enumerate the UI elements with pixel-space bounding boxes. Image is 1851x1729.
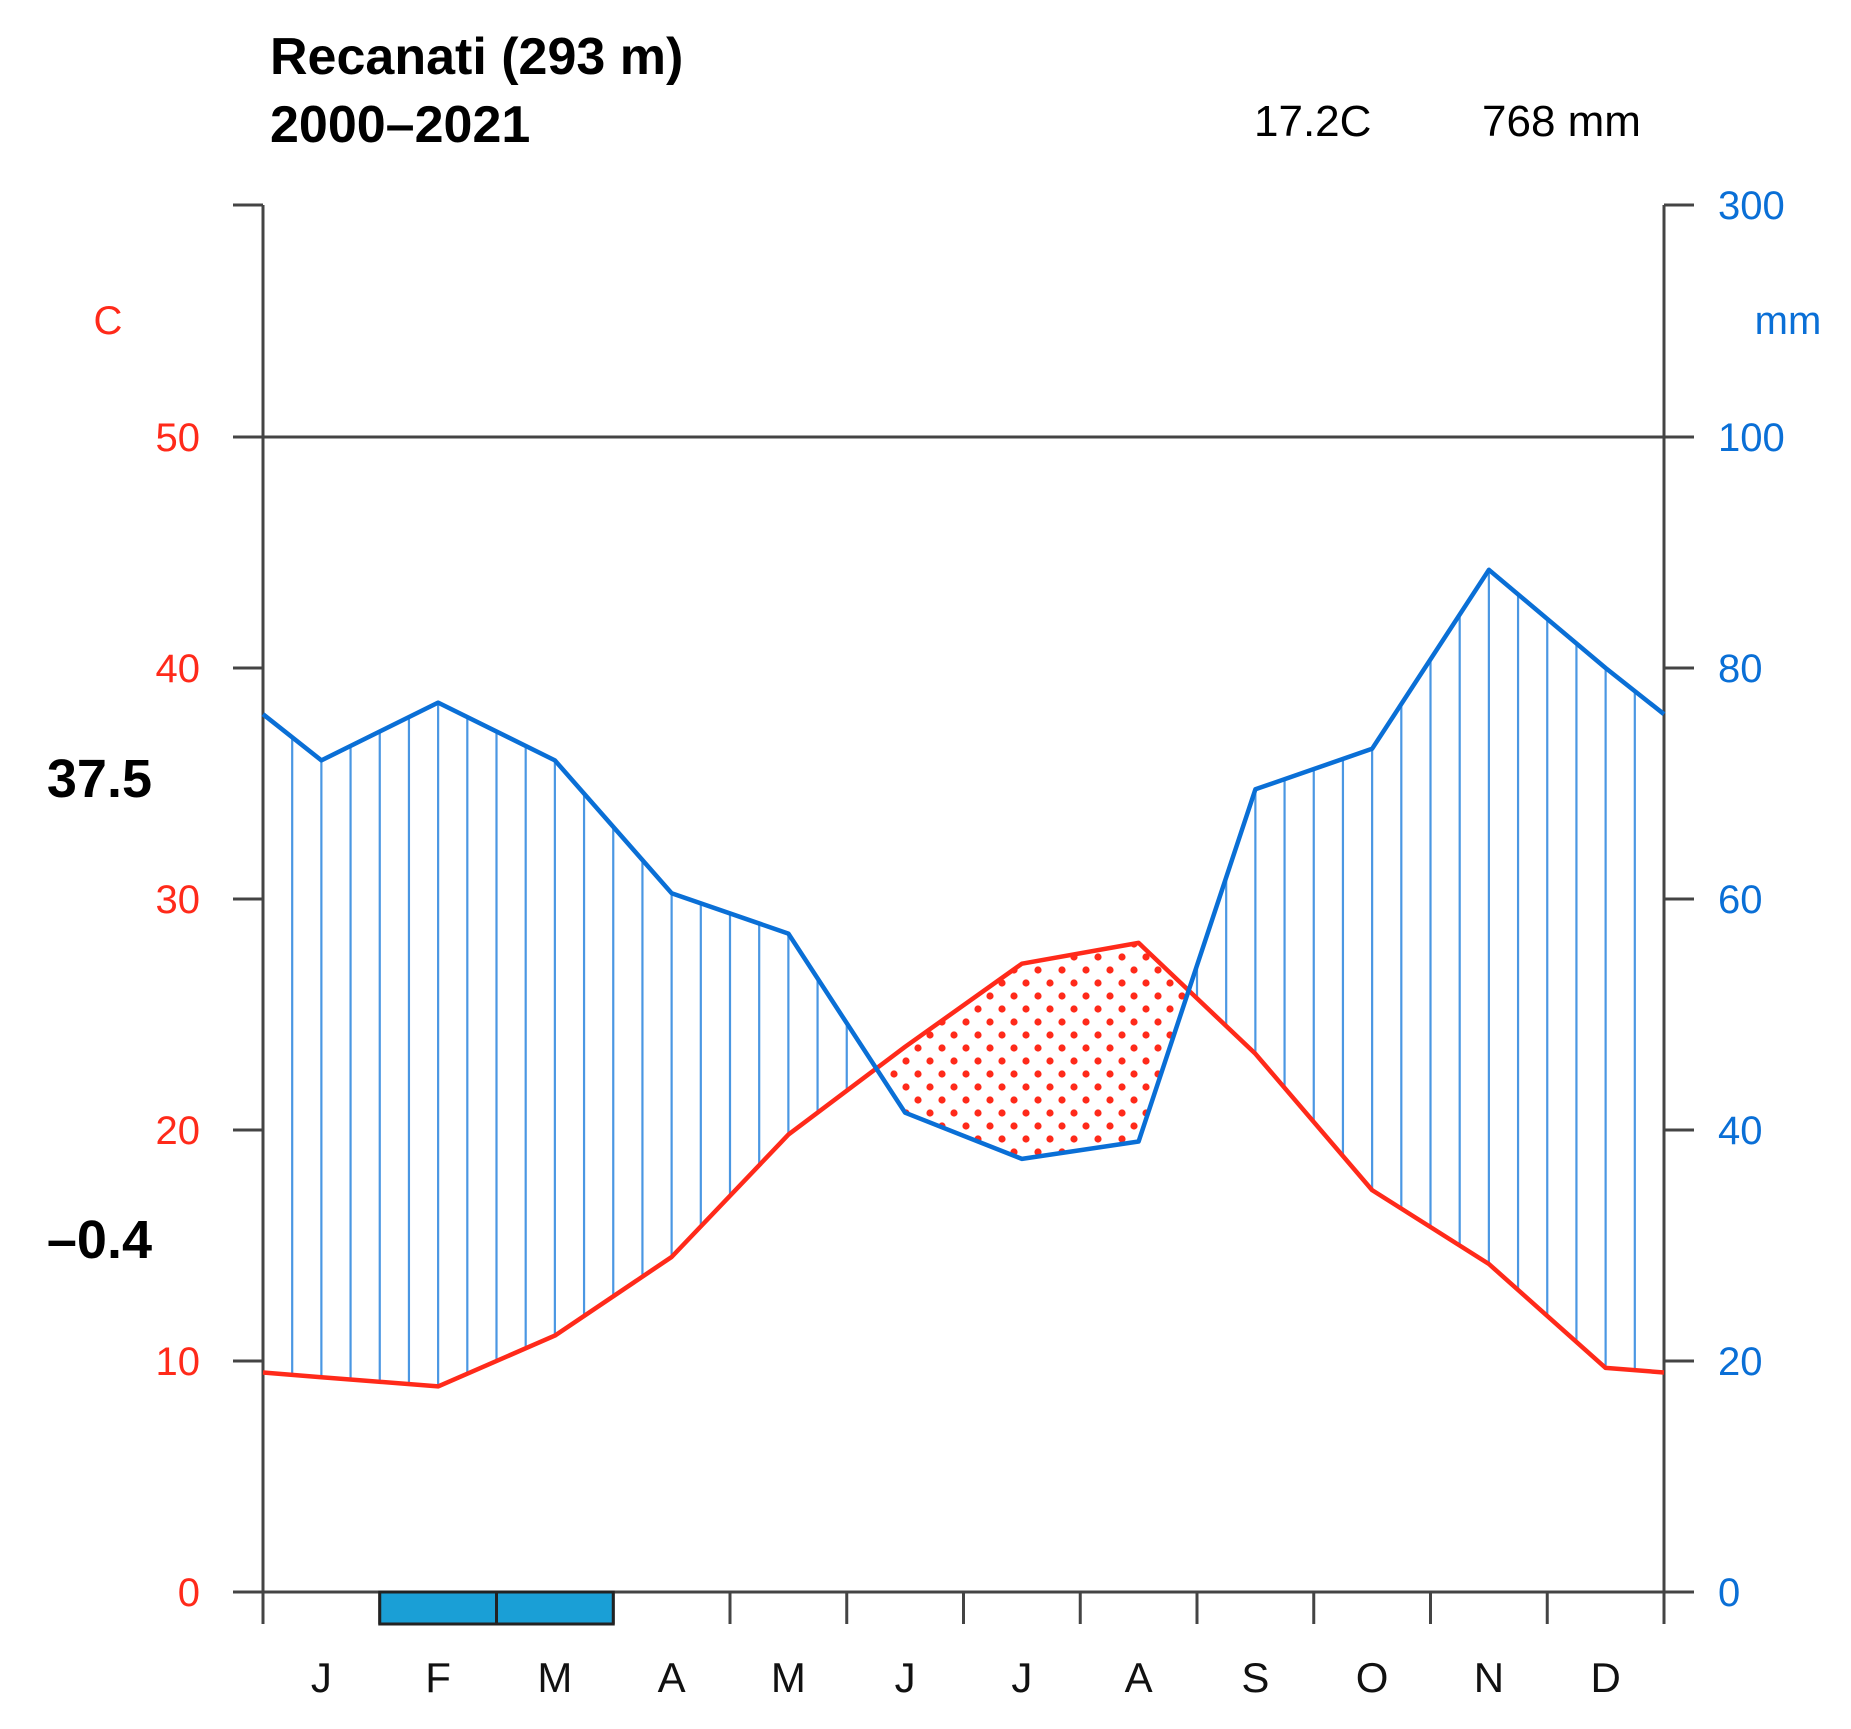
temperature-tick-label: 30 [156, 878, 201, 922]
temperature-tick-label: 0 [178, 1571, 200, 1615]
precipitation-tick-label: 100 [1718, 416, 1785, 460]
absolute-minimum-label: –0.4 [47, 1210, 152, 1270]
temperature-tick-label: 20 [156, 1109, 201, 1153]
precipitation-tick-label: 80 [1718, 647, 1763, 691]
mean-temperature-label: 17.2C [1254, 97, 1371, 146]
precipitation-tick-label: 20 [1718, 1340, 1763, 1384]
month-label: M [537, 1654, 572, 1701]
month-label: F [425, 1654, 451, 1701]
frost-month-box [380, 1592, 497, 1624]
month-label: D [1590, 1654, 1620, 1701]
temperature-tick-label: 10 [156, 1340, 201, 1384]
temperature-tick-label: 40 [156, 647, 201, 691]
axis-ticks: 0 10 20 30 40 50 0 20 40 60 80 100 300 [156, 184, 1785, 1624]
temperature-axis-unit: C [94, 299, 123, 343]
absolute-maximum-label: 37.5 [47, 749, 152, 809]
precipitation-tick-label: 0 [1718, 1571, 1740, 1615]
temperature-tick-label: 50 [156, 416, 201, 460]
precipitation-tick-label: 300 [1718, 184, 1785, 228]
chart-title-station: Recanati (293 m) [270, 28, 683, 86]
precipitation-tick-label: 60 [1718, 878, 1763, 922]
chart-title-period: 2000–2021 [270, 96, 530, 154]
month-label: O [1356, 1654, 1389, 1701]
month-label: J [1011, 1654, 1032, 1701]
humid-period-hatching [263, 570, 1664, 1387]
month-label: A [658, 1654, 686, 1701]
frost-month-box [497, 1592, 614, 1624]
annual-precipitation-label: 768 mm [1482, 97, 1641, 146]
frost-months [380, 1592, 614, 1624]
precipitation-axis-unit: mm [1755, 299, 1822, 343]
month-label: A [1125, 1654, 1153, 1701]
month-label: J [895, 1654, 916, 1701]
month-label: M [771, 1654, 806, 1701]
data-points [263, 570, 1664, 1387]
precipitation-tick-label: 40 [1718, 1109, 1763, 1153]
axes [233, 205, 1694, 1624]
month-label: N [1474, 1654, 1504, 1701]
month-label: J [311, 1654, 332, 1701]
month-label: S [1241, 1654, 1269, 1701]
